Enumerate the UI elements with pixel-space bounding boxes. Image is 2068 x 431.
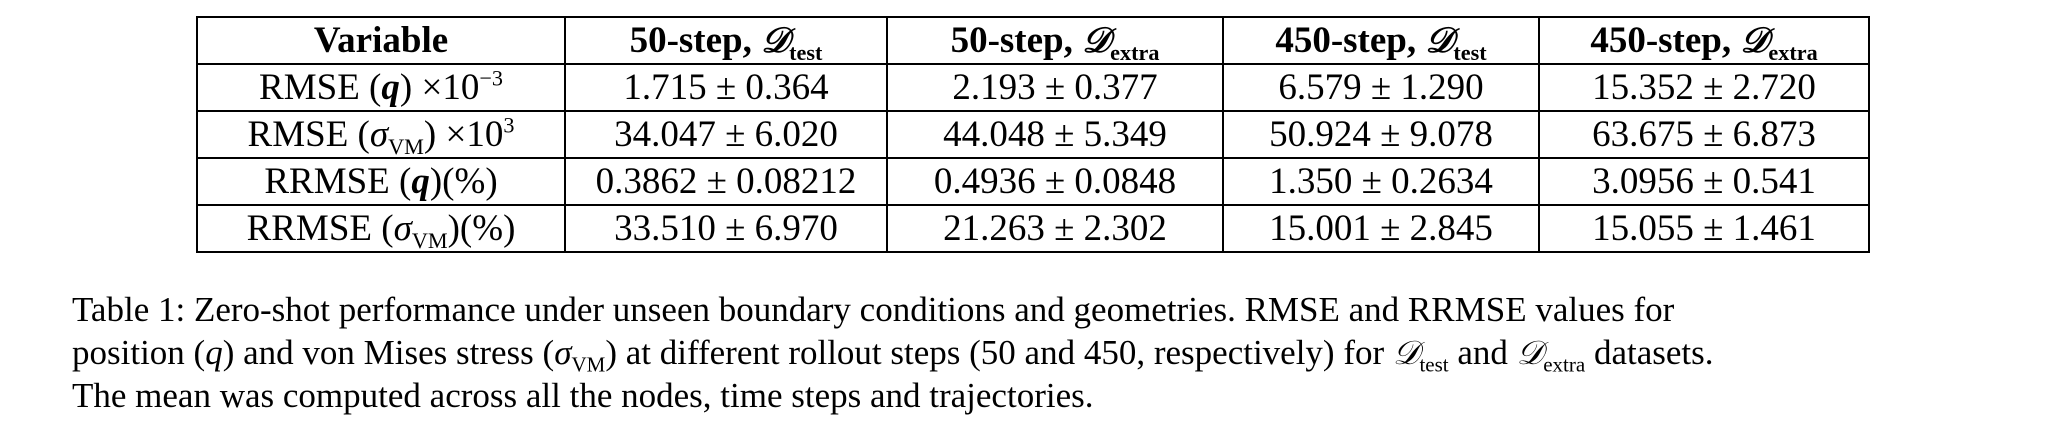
row-label: RRMSE (q)(%) xyxy=(196,157,566,206)
row-label: RRMSE (σVM)(%) xyxy=(196,204,566,253)
table-row-rmse-q: RMSE (q) ×10−3 1.715 ± 0.364 2.193 ± 0.3… xyxy=(196,63,1870,112)
table-cell: 15.352 ± 2.720 xyxy=(1538,63,1870,112)
table-row-rrmse-sigma: RRMSE (σVM)(%) 33.510 ± 6.970 21.263 ± 2… xyxy=(196,204,1870,253)
dataset-subscript: extra xyxy=(1110,39,1160,65)
dataset-subscript: test xyxy=(789,39,823,65)
symbol-subscript: VM xyxy=(411,227,448,253)
dataset-symbol: 𝒟 xyxy=(1516,333,1544,372)
caption-line-2: position (q) and von Mises stress (σVM) … xyxy=(72,333,1714,377)
header-50-step-test: 50-step, 𝒟test xyxy=(564,16,888,65)
header-text: Variable xyxy=(313,20,449,61)
header-text: 50-step, xyxy=(629,20,762,61)
table-cell: 33.510 ± 6.970 xyxy=(564,204,888,253)
dataset-subscript: extra xyxy=(1543,352,1586,377)
header-450-step-test: 450-step, 𝒟test xyxy=(1222,16,1540,65)
symbol-subscript: VM xyxy=(388,133,424,159)
math-symbol: σ xyxy=(554,333,572,372)
table-cell: 44.048 ± 5.349 xyxy=(886,110,1224,159)
header-text: 50-step, xyxy=(950,20,1083,61)
table-cell: 0.4936 ± 0.0848 xyxy=(886,157,1224,206)
math-symbol: σ xyxy=(393,208,412,249)
table-cell: 6.579 ± 1.290 xyxy=(1222,63,1540,112)
table-caption: Table 1: Zero-shot performance under uns… xyxy=(72,288,2040,417)
header-variable: Variable xyxy=(196,16,566,65)
table-cell: 15.001 ± 2.845 xyxy=(1222,204,1540,253)
math-symbol: q xyxy=(381,67,400,108)
results-table: Variable 50-step, 𝒟test 50-step, 𝒟extra … xyxy=(196,16,1870,253)
dataset-subscript: test xyxy=(1419,352,1449,377)
dataset-symbol: 𝒟 xyxy=(1392,333,1420,372)
table-cell: 63.675 ± 6.873 xyxy=(1538,110,1870,159)
math-symbol: q xyxy=(411,161,430,202)
dataset-symbol: 𝒟 xyxy=(1425,20,1454,61)
header-50-step-extra: 50-step, 𝒟extra xyxy=(886,16,1224,65)
caption-line-3: The mean was computed across all the nod… xyxy=(72,376,1094,415)
table-cell: 15.055 ± 1.461 xyxy=(1538,204,1870,253)
dataset-symbol: 𝒟 xyxy=(761,20,790,61)
table-cell: 1.715 ± 0.364 xyxy=(564,63,888,112)
row-label: RMSE (q) ×10−3 xyxy=(196,63,566,112)
math-symbol: q xyxy=(205,333,223,372)
caption-line-1: Table 1: Zero-shot performance under uns… xyxy=(72,290,1675,329)
table-header-row: Variable 50-step, 𝒟test 50-step, 𝒟extra … xyxy=(196,16,1870,65)
table-row-rrmse-q: RRMSE (q)(%) 0.3862 ± 0.08212 0.4936 ± 0… xyxy=(196,157,1870,206)
table-cell: 50.924 ± 9.078 xyxy=(1222,110,1540,159)
dataset-subscript: test xyxy=(1453,39,1487,65)
table-cell: 21.263 ± 2.302 xyxy=(886,204,1224,253)
table-cell: 1.350 ± 0.2634 xyxy=(1222,157,1540,206)
table-cell: 34.047 ± 6.020 xyxy=(564,110,888,159)
dataset-subscript: extra xyxy=(1768,39,1818,65)
row-label: RMSE (σVM) ×103 xyxy=(196,110,566,159)
table-cell: 3.0956 ± 0.541 xyxy=(1538,157,1870,206)
dataset-symbol: 𝒟 xyxy=(1740,20,1769,61)
header-450-step-extra: 450-step, 𝒟extra xyxy=(1538,16,1870,65)
table-cell: 2.193 ± 0.377 xyxy=(886,63,1224,112)
header-text: 450-step, xyxy=(1590,20,1741,61)
math-symbol: σ xyxy=(369,114,389,155)
symbol-subscript: VM xyxy=(571,352,606,377)
header-text: 450-step, xyxy=(1275,20,1426,61)
dataset-symbol: 𝒟 xyxy=(1082,20,1111,61)
table-row-rmse-sigma: RMSE (σVM) ×103 34.047 ± 6.020 44.048 ± … xyxy=(196,110,1870,159)
table-cell: 0.3862 ± 0.08212 xyxy=(564,157,888,206)
exponent: 3 xyxy=(503,112,515,138)
results-table-container: Variable 50-step, 𝒟test 50-step, 𝒟extra … xyxy=(196,16,1870,253)
exponent: −3 xyxy=(479,65,503,91)
